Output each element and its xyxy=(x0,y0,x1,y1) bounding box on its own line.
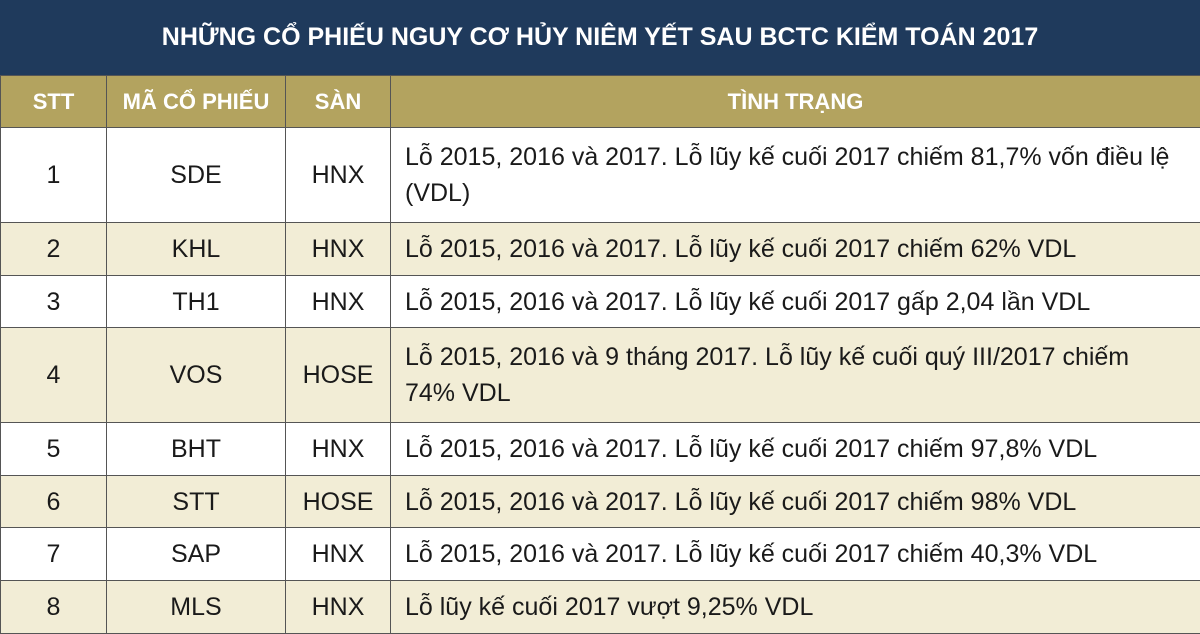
table-cell: 3 xyxy=(1,276,107,328)
table-cell: STT xyxy=(107,476,286,528)
table-cell: 5 xyxy=(1,423,107,476)
table-cell: BHT xyxy=(107,423,286,476)
title-bar: NHỮNG CỔ PHIẾU NGUY CƠ HỦY NIÊM YẾT SAU … xyxy=(0,0,1200,75)
table-cell: 2 xyxy=(1,223,107,276)
table-cell: SAP xyxy=(107,528,286,581)
table-cell: Lỗ 2015, 2016 và 2017. Lỗ lũy kế cuối 20… xyxy=(391,128,1200,223)
column-header: SÀN xyxy=(286,76,391,128)
table-cell: 7 xyxy=(1,528,107,581)
table-cell: Lỗ 2015, 2016 và 2017. Lỗ lũy kế cuối 20… xyxy=(391,476,1200,528)
column-header: MÃ CỔ PHIẾU xyxy=(107,76,286,128)
table-cell: HNX xyxy=(286,128,391,223)
table-cell: Lỗ 2015, 2016 và 2017. Lỗ lũy kế cuối 20… xyxy=(391,276,1200,328)
table-cell: HOSE xyxy=(286,476,391,528)
table-cell: Lỗ 2015, 2016 và 2017. Lỗ lũy kế cuối 20… xyxy=(391,528,1200,581)
table-cell: HNX xyxy=(286,581,391,634)
title: NHỮNG CỔ PHIẾU NGUY CƠ HỦY NIÊM YẾT SAU … xyxy=(162,23,1038,52)
table-cell: HNX xyxy=(286,423,391,476)
table-cell: 6 xyxy=(1,476,107,528)
column-header: TÌNH TRẠNG xyxy=(391,76,1200,128)
table-cell: 4 xyxy=(1,328,107,423)
table-cell: SDE xyxy=(107,128,286,223)
table-cell: VOS xyxy=(107,328,286,423)
table-cell: Lỗ 2015, 2016 và 2017. Lỗ lũy kế cuối 20… xyxy=(391,423,1200,476)
table-cell: KHL xyxy=(107,223,286,276)
table-cell: HNX xyxy=(286,223,391,276)
table-cell: HNX xyxy=(286,276,391,328)
column-header: STT xyxy=(1,76,107,128)
table-cell: Lỗ 2015, 2016 và 2017. Lỗ lũy kế cuối 20… xyxy=(391,223,1200,276)
table-cell: Lỗ 2015, 2016 và 9 tháng 2017. Lỗ lũy kế… xyxy=(391,328,1200,423)
table-cell: 1 xyxy=(1,128,107,223)
table-cell: TH1 xyxy=(107,276,286,328)
table-cell: HNX xyxy=(286,528,391,581)
table-cell: 8 xyxy=(1,581,107,634)
table-cell: Lỗ lũy kế cuối 2017 vượt 9,25% VDL xyxy=(391,581,1200,634)
table-cell: MLS xyxy=(107,581,286,634)
table-cell: HOSE xyxy=(286,328,391,423)
